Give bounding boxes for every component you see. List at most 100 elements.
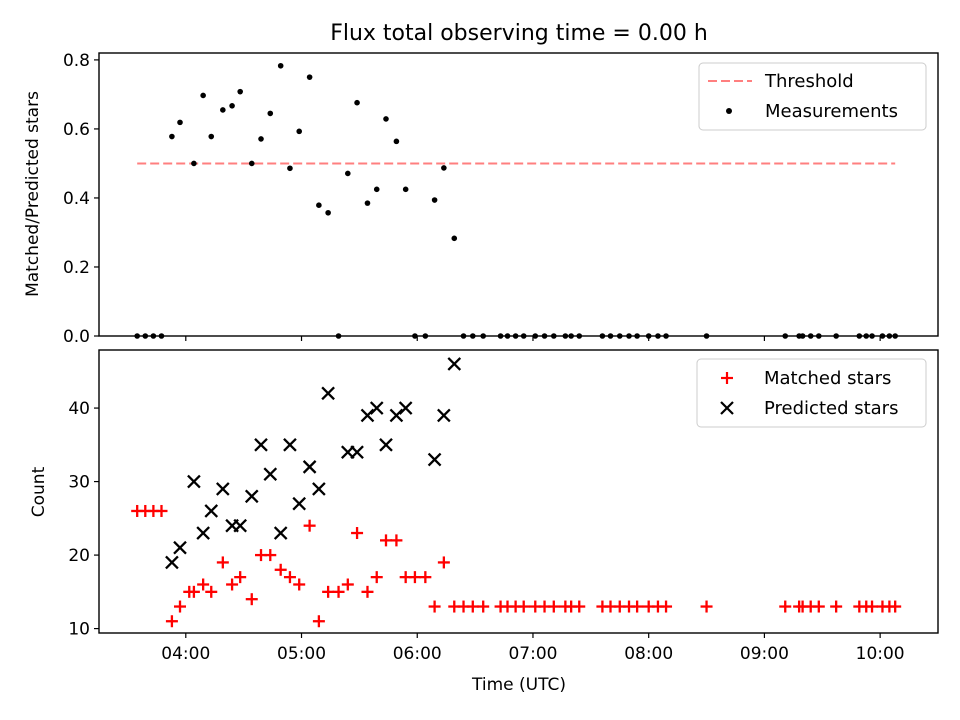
count-x-tick-label: 06:00	[393, 644, 442, 664]
ratio-legend-frame	[698, 62, 927, 131]
matched-point	[428, 600, 441, 613]
matched-point	[419, 571, 432, 584]
count-y-tick-label: 40	[68, 399, 90, 419]
measurement-point	[568, 333, 574, 339]
predicted-point	[283, 438, 297, 452]
measurement-point	[892, 333, 898, 339]
measurement-point	[258, 136, 264, 142]
predicted-point	[292, 496, 307, 511]
matched-point	[187, 585, 200, 598]
matched-point	[830, 600, 843, 613]
matched-point	[466, 600, 479, 613]
measurement-point	[208, 133, 215, 140]
measurement-point	[229, 103, 235, 109]
measurement-point	[169, 133, 175, 140]
measurement-point	[220, 107, 226, 113]
measurement-point	[412, 333, 418, 339]
matched-point	[437, 556, 450, 569]
measurement-point	[655, 333, 661, 339]
measurement-point	[626, 333, 632, 339]
matched-point	[517, 600, 530, 613]
measurement-point	[191, 160, 197, 167]
matched-point	[274, 563, 287, 576]
measurement-point	[576, 333, 583, 339]
matched-point	[322, 585, 335, 598]
measurement-point	[634, 333, 640, 339]
predicted-point	[187, 474, 201, 489]
predicted-point	[165, 555, 179, 570]
measurement-point	[886, 333, 893, 339]
measurement-point	[599, 333, 606, 339]
count-y-tick-label: 20	[68, 546, 90, 566]
matched-point	[332, 585, 345, 598]
measurement-point	[550, 333, 557, 339]
matched-point	[234, 571, 247, 584]
count-x-tick-label: 08:00	[624, 644, 673, 664]
ratio-panel-y-ticks: 0.0 0.2 0.4 0.6 0.8	[63, 51, 99, 347]
predicted-point	[312, 482, 326, 496]
measurement-point	[520, 333, 527, 339]
measurement-point	[460, 333, 467, 339]
predicted-point	[398, 401, 413, 415]
count-x-tick-label: 10:00	[856, 644, 905, 664]
predicted-point	[244, 489, 259, 504]
count-y-tick-label: 30	[68, 473, 90, 493]
predicted-point	[254, 438, 268, 452]
measurement-point	[799, 333, 806, 339]
measurement-point	[782, 333, 789, 339]
matched-point	[700, 600, 713, 613]
measurement-point	[532, 333, 539, 339]
measurement-point	[325, 209, 331, 216]
matched-point	[303, 519, 316, 532]
matched-point	[379, 534, 392, 547]
matched-point	[226, 578, 239, 591]
measurement-point	[856, 333, 863, 339]
measurement-point	[504, 333, 511, 339]
measurement-point	[354, 99, 360, 106]
measurement-point	[373, 186, 380, 193]
matched-point	[283, 571, 296, 584]
ratio-panel-y-label: Matched/Predicted stars	[23, 91, 43, 297]
measurement-point	[277, 62, 284, 69]
measurement-point	[469, 333, 476, 339]
matched-point	[341, 578, 354, 591]
measurement-point	[134, 333, 140, 339]
predicted-point	[204, 504, 219, 518]
matched-point	[370, 571, 383, 584]
measurement-point	[451, 235, 458, 242]
measurement-point	[562, 333, 569, 339]
measurement-point	[248, 160, 255, 167]
count-panel-x-ticks: 04:00 05:00 06:00 07:00 08:00 09:00 10:00	[161, 633, 905, 664]
measurements-legend-swatch	[726, 108, 732, 114]
threshold-legend-label: Threshold	[764, 71, 854, 92]
count-panel-y-label: Count	[29, 466, 49, 517]
measurement-point	[497, 333, 504, 339]
ratio-y-tick-label: 0.2	[63, 258, 90, 278]
measurement-point	[833, 333, 839, 339]
matched-point	[477, 600, 490, 613]
measurement-point	[512, 333, 519, 339]
measurement-point	[158, 333, 165, 339]
ratio-y-tick-label: 0.8	[63, 51, 90, 71]
measurement-point	[335, 333, 342, 339]
predicted-point	[173, 540, 187, 555]
measurement-point	[237, 88, 243, 95]
measurement-point	[607, 333, 614, 339]
count-panel-frame	[98, 349, 939, 634]
count-x-tick-label: 04:00	[161, 644, 210, 664]
measurement-point	[150, 333, 157, 339]
predicted-point	[263, 467, 278, 482]
predicted-point	[302, 460, 317, 474]
chart-title: Flux total observing time = 0.00 h	[330, 21, 708, 46]
matched-point	[547, 600, 560, 613]
predicted-point	[196, 526, 210, 540]
measurement-point	[287, 165, 293, 172]
matched-point	[660, 600, 673, 613]
measurement-point	[267, 110, 274, 117]
measurement-point	[807, 333, 814, 339]
matched-point	[155, 504, 168, 517]
count-panel-legend: Matched stars Predicted stars	[696, 358, 927, 428]
measurement-point	[383, 116, 389, 122]
matched-point	[165, 615, 178, 628]
predicted-legend-label: Predicted stars	[764, 398, 898, 419]
